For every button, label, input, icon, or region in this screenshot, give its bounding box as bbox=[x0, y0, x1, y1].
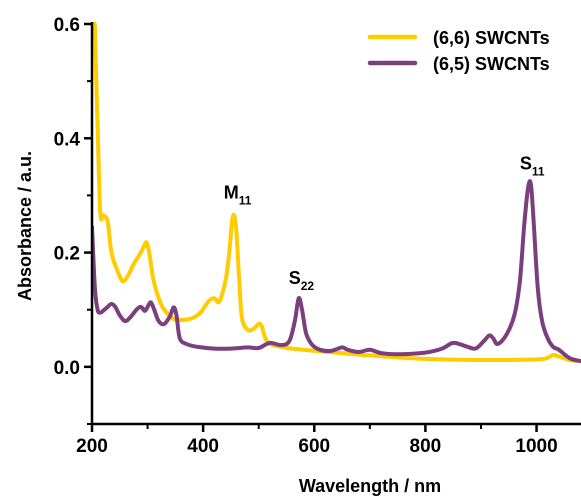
y-tick-label: 0.0 bbox=[54, 358, 80, 379]
y-tick-label: 0.6 bbox=[54, 15, 80, 36]
x-tick-label: 200 bbox=[76, 436, 108, 457]
x-axis-title: Wavelength / nm bbox=[299, 476, 441, 496]
series-layer bbox=[92, 22, 581, 364]
x-tick-label: 400 bbox=[187, 436, 219, 457]
series-line-six-five bbox=[92, 179, 581, 364]
legend-label: (6,5) SWCNTs bbox=[433, 54, 550, 74]
axes-layer bbox=[90, 22, 581, 426]
peak-label: M11 bbox=[224, 182, 252, 207]
legend-label: (6,6) SWCNTs bbox=[433, 28, 550, 48]
x-tick-label: 1000 bbox=[515, 436, 557, 457]
legend: (6,6) SWCNTs (6,5) SWCNTs bbox=[367, 28, 550, 74]
peak-label-subscript: 11 bbox=[532, 165, 545, 179]
x-tick-label: 600 bbox=[298, 436, 330, 457]
peak-label: S22 bbox=[289, 268, 315, 293]
ticks-layer: 200 400 600 800 1000 0.0 0.2 0.4 0.6 bbox=[54, 15, 558, 457]
peak-label-main: M bbox=[224, 182, 239, 202]
peak-label-subscript: 22 bbox=[301, 279, 315, 293]
y-tick-label: 0.4 bbox=[54, 129, 81, 150]
peak-label-main: S bbox=[520, 154, 532, 174]
y-axis-title: Absorbance / a.u. bbox=[15, 151, 35, 301]
peak-label-main: S bbox=[289, 268, 301, 288]
peak-label-subscript: 11 bbox=[239, 193, 252, 207]
series-line-six-six bbox=[92, 22, 581, 364]
peak-label: S11 bbox=[520, 154, 545, 179]
x-tick-label: 800 bbox=[410, 436, 442, 457]
y-tick-label: 0.2 bbox=[54, 244, 80, 265]
